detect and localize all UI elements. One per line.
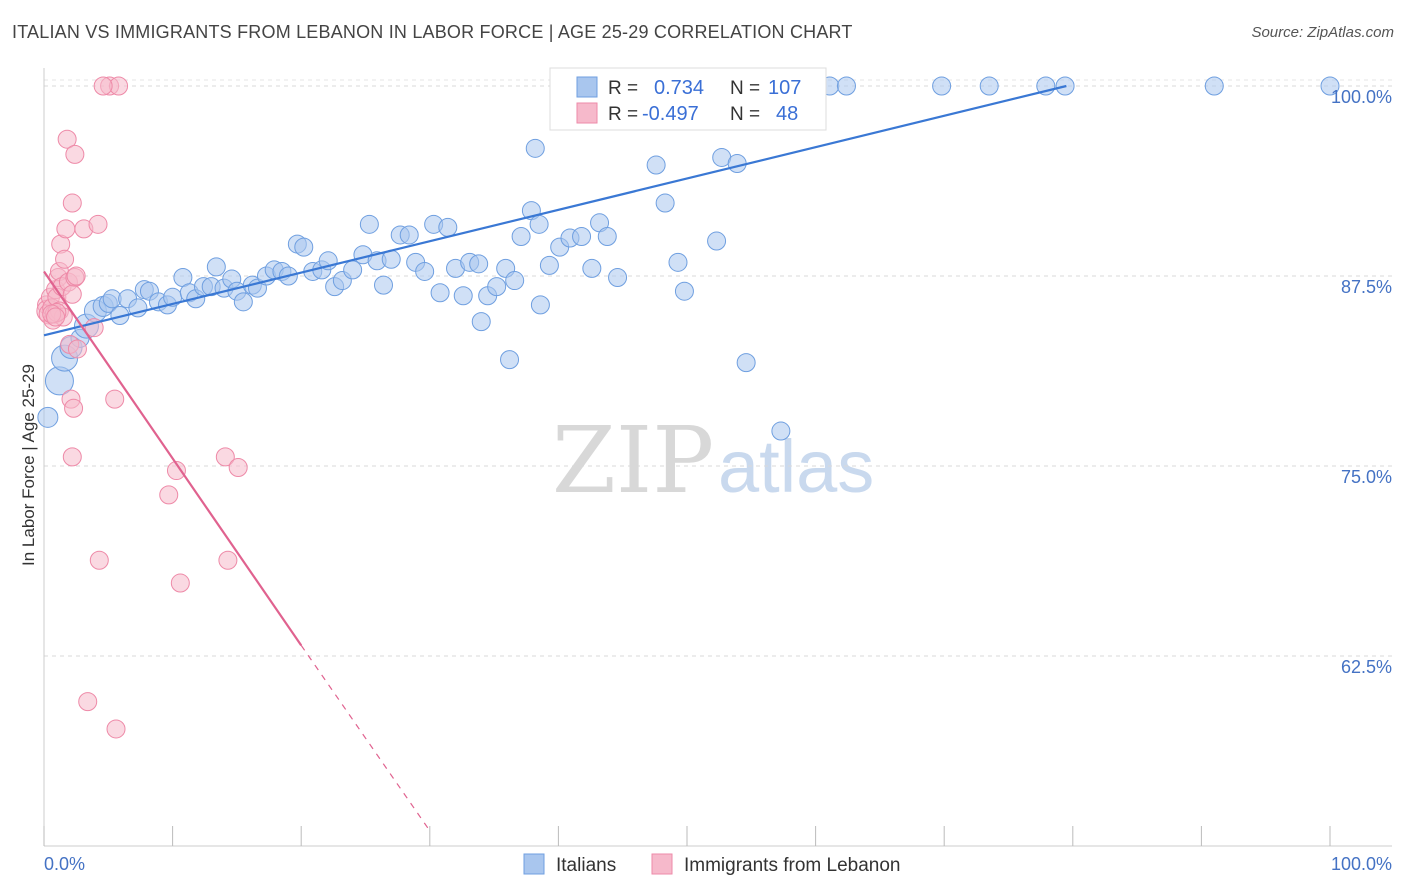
point-blue-104 <box>1204 76 1224 96</box>
point-pink-47 <box>46 307 66 327</box>
point-blue-67 <box>539 255 559 275</box>
point-blue-41 <box>343 260 363 280</box>
point-blue-93 <box>836 76 856 96</box>
point-blue-52 <box>430 283 450 303</box>
point-blue-0 <box>37 406 59 428</box>
point-pink-41 <box>170 573 190 593</box>
legend-r-label-2: R = <box>608 104 638 125</box>
point-blue-95 <box>530 295 550 315</box>
point-pink-43 <box>218 550 238 570</box>
point-blue-64 <box>511 226 531 246</box>
point-blue-48 <box>399 225 419 245</box>
point-pink-21 <box>62 447 82 467</box>
point-blue-75 <box>608 268 628 288</box>
point-blue-79 <box>655 193 675 213</box>
point-blue-57 <box>469 254 489 274</box>
point-pink-39 <box>159 485 179 505</box>
point-blue-35 <box>294 237 314 257</box>
point-blue-87 <box>727 154 747 174</box>
point-blue-71 <box>572 226 592 246</box>
legend-r-value-1: 0.734 <box>654 77 704 99</box>
source-credit: Source: ZipAtlas.com <box>1251 24 1394 41</box>
legend-swatch-pink <box>576 102 598 124</box>
point-pink-27 <box>62 284 82 304</box>
correlation-legend: R = 0.734 N = 107 R = -0.497 N = 48 <box>549 67 827 131</box>
point-pink-17 <box>57 129 77 149</box>
point-pink-15 <box>55 249 75 269</box>
point-blue-62 <box>505 271 525 291</box>
point-pink-16 <box>56 219 76 239</box>
legend-n-value-2: 48 <box>776 103 798 125</box>
point-blue-63 <box>500 350 520 370</box>
point-pink-30 <box>78 692 98 712</box>
series-legend: Italians Immigrants from Lebanon <box>523 853 901 876</box>
point-pink-25 <box>66 266 86 286</box>
point-blue-97 <box>707 231 727 251</box>
legend-n-value-1: 107 <box>768 77 801 99</box>
point-pink-33 <box>89 550 109 570</box>
legend-r-label-1: R = <box>608 78 638 99</box>
x-tick-label-0: 0.0% <box>44 854 85 874</box>
point-blue-94 <box>674 281 694 301</box>
y-tick-label-2: 75.0% <box>1341 467 1392 487</box>
grid-lines <box>44 79 1392 657</box>
axes <box>43 68 1392 847</box>
point-blue-66 <box>529 214 549 234</box>
point-pink-40 <box>166 461 186 481</box>
point-pink-32 <box>88 214 108 234</box>
watermark-zip: ZIP <box>552 407 714 514</box>
point-blue-81 <box>668 252 688 272</box>
point-blue-43 <box>359 214 379 234</box>
point-blue-105 <box>1320 76 1340 96</box>
point-pink-28 <box>65 144 85 164</box>
point-blue-78 <box>646 155 666 175</box>
chart-title: ITALIAN VS IMMIGRANTS FROM LEBANON IN LA… <box>12 22 853 42</box>
trend-line-pink <box>43 270 303 646</box>
y-tick-label-3: 62.5% <box>1341 657 1392 677</box>
bottom-legend-lebanon: Immigrants from Lebanon <box>684 855 901 876</box>
trend-lines <box>43 84 1067 832</box>
point-blue-53 <box>438 217 458 237</box>
y-tick-label-0: 100.0% <box>1331 87 1392 107</box>
point-blue-101 <box>979 76 999 96</box>
point-blue-100 <box>932 76 952 96</box>
point-blue-50 <box>415 261 435 281</box>
bottom-legend-swatch-italians <box>523 853 545 875</box>
point-blue-23 <box>206 257 226 277</box>
legend-n-label-1: N = <box>730 78 760 99</box>
point-pink-35 <box>105 389 125 409</box>
y-axis-label: In Labor Force | Age 25-29 <box>19 364 38 566</box>
point-blue-45 <box>374 275 394 295</box>
bottom-legend-italians: Italians <box>556 855 616 876</box>
point-blue-59 <box>471 312 491 332</box>
point-blue-99 <box>771 421 791 441</box>
point-pink-23 <box>64 398 84 418</box>
point-blue-55 <box>453 286 473 306</box>
bottom-legend-swatch-lebanon <box>651 853 673 875</box>
legend-n-label-2: N = <box>730 104 760 125</box>
point-pink-42 <box>215 447 235 467</box>
trend-line-blue <box>43 84 1067 337</box>
tick-labels: 100.0% 87.5% 75.0% 62.5% 0.0% 100.0% <box>44 87 1392 874</box>
point-blue-72 <box>582 258 602 278</box>
point-pink-44 <box>228 458 248 478</box>
point-blue-98 <box>736 353 756 373</box>
point-pink-26 <box>67 339 87 359</box>
x-tick-label-1: 100.0% <box>1331 854 1392 874</box>
point-pink-38 <box>106 719 126 739</box>
y-tick-label-1: 87.5% <box>1341 277 1392 297</box>
point-blue-68 <box>525 138 545 158</box>
point-blue-74 <box>597 226 617 246</box>
point-blue-60 <box>487 277 507 297</box>
trend-line-pink-extension <box>300 645 431 832</box>
point-pink-22 <box>62 193 82 213</box>
legend-r-value-2: -0.497 <box>642 103 699 125</box>
point-pink-37 <box>93 76 113 96</box>
point-blue-27 <box>233 292 253 312</box>
legend-swatch-blue <box>576 76 598 98</box>
